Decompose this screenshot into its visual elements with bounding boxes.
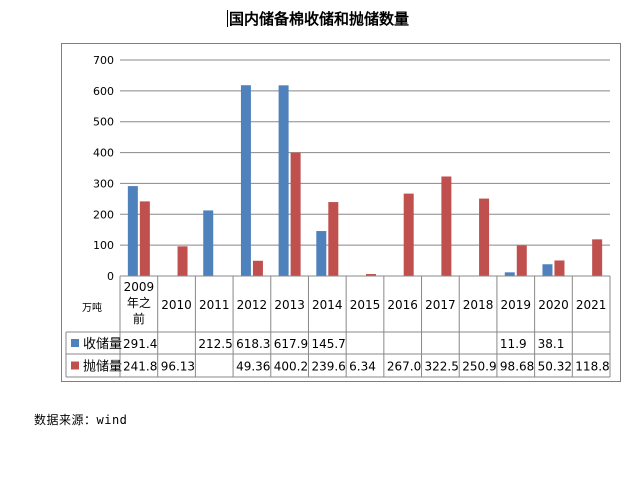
bar-chart: 0 100 200 300 400 500 600 700 万吨 2009 年之前 2010 2011 2… — [65, 54, 611, 378]
chart-area: 0 100 200 300 400 500 600 700 万吨 2009 年之前 2010 2011 2… — [61, 43, 621, 382]
chart-title-text: 国内储备棉收储和抛储数量 — [228, 10, 409, 28]
data-label: 38.1 — [538, 337, 565, 351]
y-tick-label: 700 — [93, 54, 114, 67]
x-tick-label: 2009 — [124, 280, 155, 294]
x-tick-label: 2019 — [500, 298, 531, 312]
data-label: 118.8 — [575, 360, 609, 374]
data-label: 291.4 — [123, 337, 157, 351]
x-tick-label: 2011 — [199, 298, 230, 312]
x-tick-label: 2020 — [538, 298, 569, 312]
data-label: 6.34 — [349, 360, 376, 374]
x-tick-label: 年之 — [127, 296, 151, 310]
data-label: 11.9 — [500, 337, 527, 351]
bar-paochu — [290, 152, 301, 276]
bar-shouchu — [240, 85, 251, 276]
text-cursor — [226, 10, 228, 27]
y-tick-label: 300 — [93, 177, 114, 190]
x-tick-label: 前 — [133, 311, 145, 326]
x-tick-label: 2012 — [237, 298, 268, 312]
x-tick-label: 2017 — [425, 298, 456, 312]
bar-shouchu — [278, 85, 289, 276]
y-tick-label: 600 — [93, 85, 114, 98]
data-label: 322.5 — [425, 360, 459, 374]
x-tick-label: 2010 — [161, 298, 192, 312]
data-label: 617.9 — [274, 337, 308, 351]
x-tick-label: 2018 — [463, 298, 494, 312]
bar-paochu — [479, 198, 490, 276]
bar-shouchu — [542, 264, 553, 276]
data-label: 250.9 — [462, 360, 496, 374]
legend-label: 抛储量 — [83, 360, 122, 375]
data-label: 239.6 — [311, 360, 345, 374]
bar-shouchu — [316, 231, 327, 276]
bar-paochu — [554, 260, 565, 276]
bar-paochu — [366, 274, 376, 276]
y-tick-label: 200 — [93, 208, 114, 221]
data-label: 98.68 — [500, 360, 534, 374]
x-tick-label: 2021 — [576, 298, 607, 312]
chart-title: 国内储备棉收储和抛储数量 — [0, 8, 636, 29]
x-tick-label: 2014 — [312, 298, 343, 312]
data-label: 618.3 — [236, 337, 270, 351]
bar-paochu — [403, 193, 414, 276]
bar-paochu — [516, 245, 527, 276]
bar-paochu — [252, 260, 263, 276]
data-label: 400.2 — [274, 360, 308, 374]
source-note: 数据来源：wind — [34, 413, 128, 427]
legend-label: 收储量 — [83, 337, 122, 352]
legend-key-paochu — [71, 361, 79, 370]
unit-label: 万吨 — [82, 301, 102, 314]
x-tick-label: 2015 — [350, 298, 381, 312]
data-label: 241.8 — [123, 360, 157, 374]
bar-paochu — [139, 201, 150, 276]
legend-key-shouchu — [71, 339, 79, 347]
y-tick-label: 400 — [93, 147, 114, 160]
bar-paochu — [177, 246, 188, 276]
data-label: 267.0 — [387, 360, 421, 374]
data-label: 96.13 — [161, 360, 195, 374]
bar-paochu — [441, 176, 452, 276]
bar-shouchu — [203, 210, 214, 276]
bar-shouchu — [127, 186, 138, 276]
data-label: 145.7 — [311, 337, 345, 351]
y-tick-label: 500 — [93, 116, 114, 129]
data-label: 49.36 — [236, 360, 270, 374]
bar-shouchu — [504, 272, 515, 276]
bar-paochu — [592, 239, 603, 276]
y-tick-label: 100 — [93, 239, 114, 252]
data-label: 212.5 — [198, 337, 232, 351]
bar-paochu — [328, 202, 339, 276]
y-tick-label: 0 — [107, 270, 114, 283]
data-label: 50.32 — [538, 360, 572, 374]
x-tick-label: 2016 — [387, 298, 418, 312]
x-tick-label: 2013 — [274, 298, 305, 312]
